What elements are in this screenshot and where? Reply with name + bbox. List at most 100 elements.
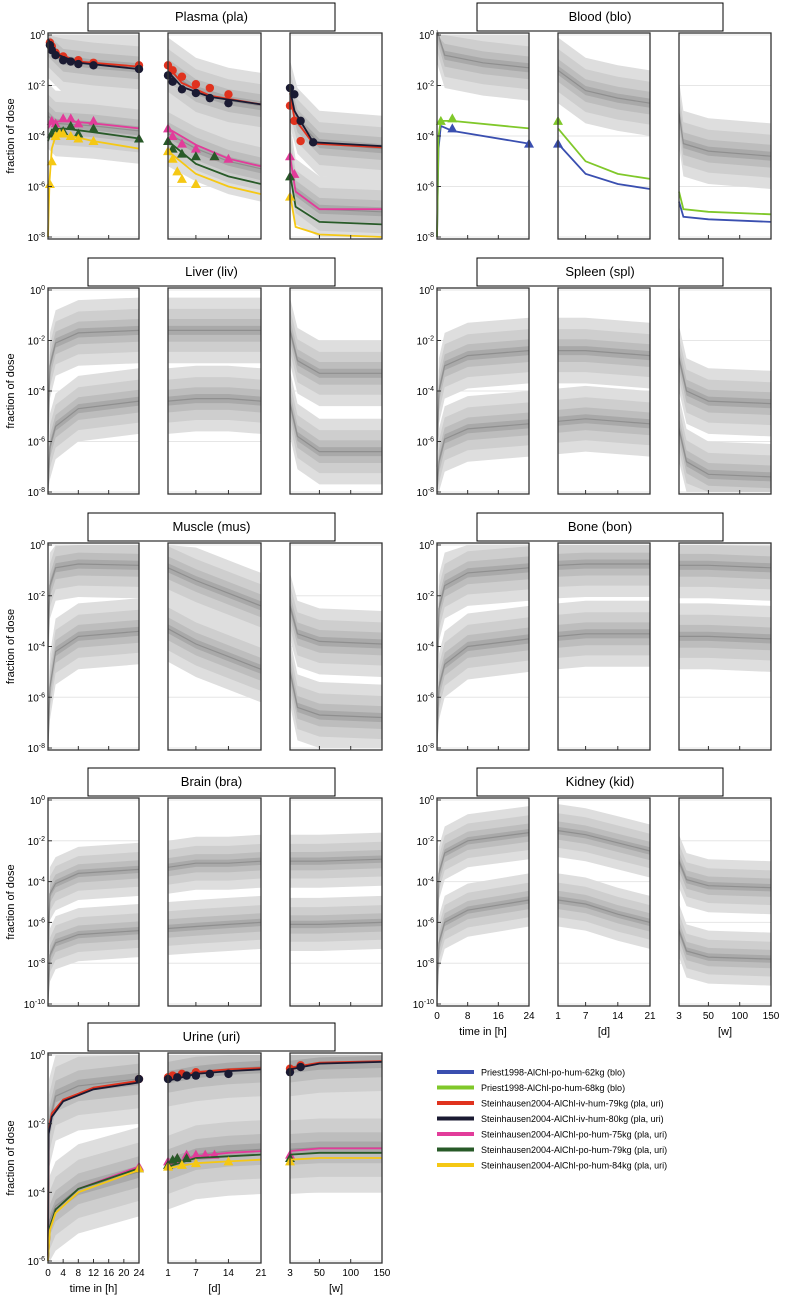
x-tick-label: 7 <box>583 1011 589 1022</box>
data-point <box>296 1062 305 1072</box>
segment-d <box>167 287 262 495</box>
x-tick-label: 12 <box>88 1268 100 1279</box>
prediction-band <box>558 65 650 108</box>
x-tick-label: 20 <box>118 1268 130 1279</box>
data-point <box>74 59 83 69</box>
panel-title: Liver (liv) <box>185 264 238 279</box>
data-point <box>65 120 76 130</box>
y-tick-label: 10-2 <box>28 1119 45 1131</box>
data-point <box>177 72 187 81</box>
axes-frame <box>678 542 772 751</box>
y-tick-label: 100 <box>419 540 434 552</box>
series-line <box>678 191 772 216</box>
y-tick-label: 10-6 <box>417 917 434 929</box>
series-line <box>289 1151 382 1156</box>
median-line <box>289 330 382 374</box>
data-point <box>190 1158 201 1168</box>
y-tick-label: 100 <box>30 285 45 297</box>
data-point <box>50 123 61 133</box>
y-tick-label: 10-2 <box>417 81 434 93</box>
median-line <box>167 398 262 402</box>
panel-title-box <box>87 1022 336 1052</box>
segment-w <box>289 797 383 1007</box>
x-tick-label: 150 <box>374 1268 391 1279</box>
prediction-band <box>290 151 382 217</box>
data-point <box>176 1159 187 1169</box>
y-tick-label: 10-4 <box>28 386 45 398</box>
prediction-band <box>679 926 771 963</box>
series-line <box>557 142 651 190</box>
y-tick-label: 10-10 <box>24 999 45 1011</box>
segment-d <box>557 287 651 495</box>
prediction-band <box>290 667 382 723</box>
x-tick-label: 100 <box>731 1011 748 1022</box>
axes-frame <box>289 797 383 1007</box>
data-point <box>205 1069 215 1079</box>
panel-bone: Bone (bon) 10-8 10-6 10-4 10-2 100 <box>417 512 772 755</box>
data-point <box>177 85 187 94</box>
median-line <box>167 628 262 670</box>
series-line <box>289 89 383 147</box>
y-tick-label: 10-4 <box>28 1187 45 1199</box>
x-tick-label: 0 <box>434 1011 440 1022</box>
panel-spleen: Spleen (spl) 10-8 10-6 10-4 10-2 100 <box>417 257 772 499</box>
legend-label: Steinhausen2004-AlChl-iv-hum-80kg (pla, … <box>481 1114 664 1124</box>
panel-brain: Brain (bra) fraction of dose 10-10 10-8 10-6… <box>5 767 383 1011</box>
median-line <box>436 638 530 749</box>
y-tick-label: 10-4 <box>28 131 45 143</box>
y-axis-label: fraction of dose <box>5 609 17 684</box>
data-point <box>65 113 76 123</box>
prediction-band <box>168 394 261 406</box>
y-tick-label: 10-8 <box>417 487 434 499</box>
y-tick-label: 10-2 <box>417 336 434 348</box>
data-point <box>205 93 215 103</box>
y-tick-label: 10-8 <box>417 958 434 970</box>
series-line <box>436 124 530 238</box>
median-line <box>679 635 772 640</box>
x-tick-label: 21 <box>255 1268 267 1279</box>
x-tick-label: 14 <box>223 1268 235 1279</box>
y-tick-label: 10-4 <box>417 877 434 889</box>
segment-w: 3 50 100 150 [w] <box>676 797 780 1038</box>
series-line <box>289 1157 382 1161</box>
median-line <box>678 930 772 960</box>
data-point <box>181 1153 192 1162</box>
prediction-band <box>437 890 529 1004</box>
segment-w <box>285 32 383 240</box>
segment-w: 3 50 100 150 [w] <box>285 1052 391 1295</box>
prediction-band <box>168 624 261 674</box>
legend: Priest1998-AlChl-po-hum-62kg (blo) Priest… <box>437 1068 667 1171</box>
axes-frame <box>557 542 651 751</box>
median-line <box>47 400 140 493</box>
median-line <box>557 830 651 852</box>
axes-frame <box>557 287 651 495</box>
axes-frame <box>289 1052 383 1264</box>
prediction-band <box>48 396 139 492</box>
data-point <box>46 156 57 166</box>
data-point <box>224 90 233 99</box>
data-point <box>88 123 99 133</box>
axes-frame <box>167 32 262 240</box>
series-line <box>289 173 383 226</box>
series-line <box>289 1147 382 1152</box>
data-point <box>308 138 318 147</box>
series-line <box>167 150 262 195</box>
median-line <box>557 418 651 425</box>
panel-title: Plasma (pla) <box>175 9 248 24</box>
data-point <box>176 173 187 183</box>
median-line <box>290 858 383 862</box>
x-tick-label: 1 <box>555 1011 561 1022</box>
axes-frame <box>167 1052 262 1264</box>
panel-title-box <box>87 257 336 287</box>
legend-label: Priest1998-AlChl-po-hum-68kg (blo) <box>481 1083 625 1093</box>
axes-frame <box>557 32 651 240</box>
data-point <box>224 1069 233 1079</box>
panel-liver: Liver (liv)fraction of dose10-810-610-41… <box>5 257 383 499</box>
prediction-band <box>558 559 650 570</box>
y-tick-label: 10-6 <box>28 692 45 704</box>
median-line <box>47 930 140 1005</box>
series-line <box>436 120 530 238</box>
panel-title: Bone (bon) <box>568 519 632 534</box>
segment-h: 10-8 10-6 10-4 10-2 100 <box>28 30 144 244</box>
y-tick-label: 10-8 <box>417 232 434 244</box>
